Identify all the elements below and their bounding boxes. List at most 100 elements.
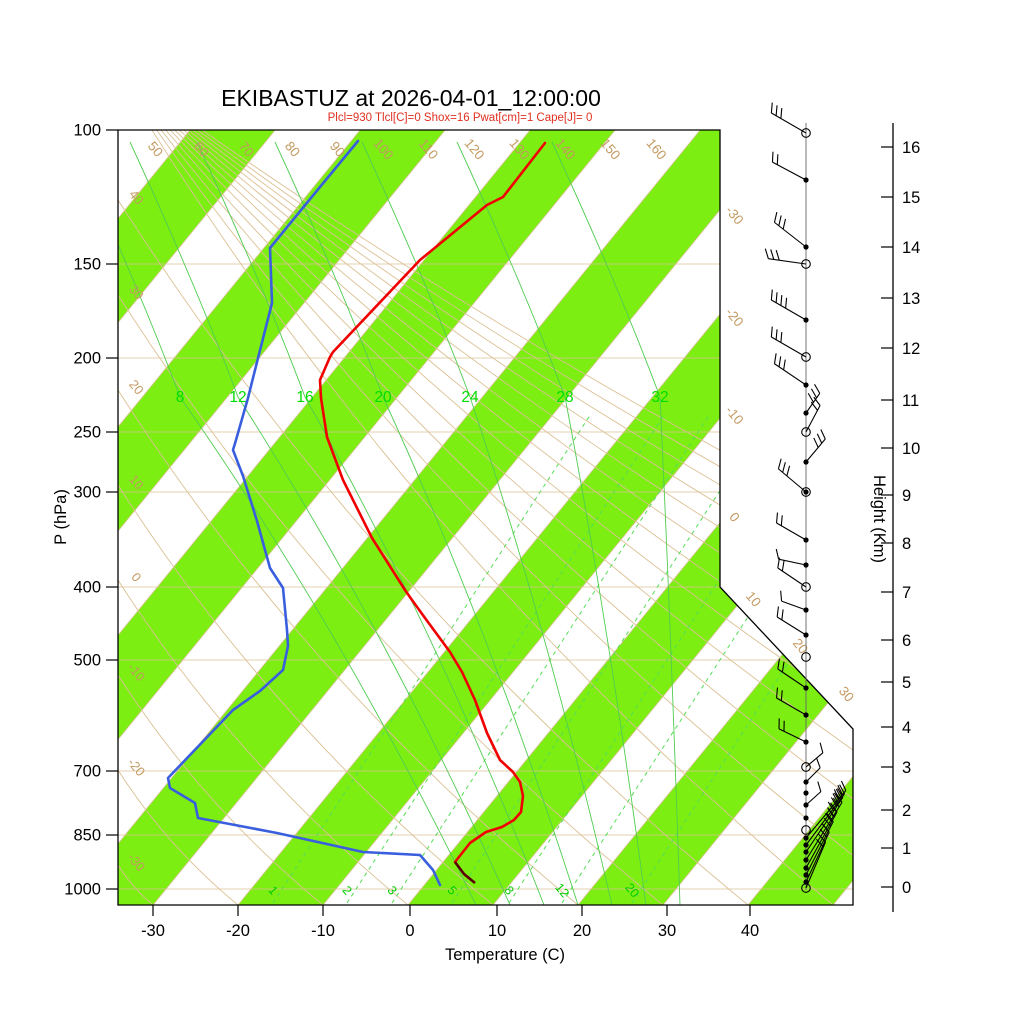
height-tick-label: 10 [902, 440, 920, 458]
temperature-curve-surface-segment [453, 861, 476, 885]
pressure-tick-label: 700 [73, 763, 101, 781]
temperature-tick-label: -10 [311, 922, 335, 940]
wind-barb-shaft [776, 522, 807, 541]
wind-level-circle [801, 128, 811, 138]
mixing-ratio-line [346, 414, 665, 904]
wind-level-circle [801, 352, 811, 362]
wind-barb-feather [764, 248, 769, 259]
wind-barb-feather [822, 823, 830, 833]
height-tick-label: 15 [902, 189, 920, 207]
dry-adiabat-line [178, 130, 853, 905]
height-tick-label: 13 [902, 290, 920, 308]
pressure-tick-label: 250 [73, 424, 101, 442]
wind-level-circle [801, 652, 811, 662]
wind-barb-shaft [768, 258, 807, 265]
wind-barb-feather [818, 833, 826, 843]
wind-barb-feather [830, 803, 838, 813]
isotherm-label: -30 [722, 203, 746, 228]
wind-barb-shaft [777, 668, 807, 689]
wind-level-circle [801, 762, 811, 772]
wind-barb-feather [810, 401, 818, 411]
dry-adiabat-line [118, 294, 664, 905]
wind-barb-feather [775, 329, 778, 340]
height-tick-label: 5 [902, 674, 911, 692]
pressure-tick-label: 400 [73, 579, 101, 597]
wind-level-dot [803, 815, 809, 821]
wind-barb-feather [817, 781, 822, 792]
wind-level-circle [801, 427, 811, 437]
dry-adiabat-line [118, 389, 579, 905]
wind-barb-feather [777, 458, 782, 470]
temperature-tick-label: 30 [658, 922, 676, 940]
moist-adiabat-line [118, 141, 477, 905]
height-tick-label: 12 [902, 340, 920, 358]
dry-adiabat-line [118, 864, 154, 905]
wind-barb-shaft [805, 831, 830, 883]
wind-barb-shaft [772, 161, 807, 181]
dry-adiabat-label: 50 [145, 139, 166, 160]
isotherm-stripe [550, 130, 853, 905]
wind-barb-feather [780, 590, 783, 602]
wind-barb-shaft [778, 468, 807, 493]
wind-barb-shaft [805, 791, 822, 806]
isotherm-stripe [118, 130, 810, 905]
height-axis-label: Height (Km) [870, 475, 888, 563]
wind-barb-feather [775, 250, 780, 261]
sounding-curves [166, 139, 547, 887]
moist-adiabat-line [274, 141, 579, 905]
wind-barb-feather [775, 548, 780, 560]
wind-barb-feather [830, 797, 838, 807]
mixing-ratio-line [391, 414, 710, 904]
wind-barb-feather [807, 392, 814, 403]
wind-barb-feather [823, 817, 832, 827]
moist-adiabat-line [456, 141, 647, 905]
wind-barb-feather [814, 383, 821, 394]
isotherm-line [118, 130, 317, 905]
isotherm-line [277, 130, 853, 905]
wind-barb-feather [781, 661, 785, 673]
dry-adiabat-label: 80 [282, 139, 303, 160]
height-tick-label: 4 [902, 719, 911, 737]
wind-barb-shaft [771, 112, 807, 134]
dry-adiabat-line [197, 130, 853, 905]
dry-adiabat-label: 20 [126, 377, 147, 398]
wind-barb-feather [825, 812, 833, 822]
wind-barb-feather [778, 356, 782, 367]
dry-adiabat-line [165, 130, 853, 905]
wind-barb-feather [776, 154, 779, 165]
wind-barb-shaft [776, 616, 807, 636]
wind-barb-shaft [805, 393, 821, 414]
dry-adiabat-line [201, 130, 853, 905]
dry-adiabat-line [174, 130, 853, 905]
dry-adiabat-line [118, 579, 409, 905]
wind-barb-feather [837, 784, 843, 795]
height-tick-label: 11 [902, 392, 919, 410]
wind-barb-feather [840, 780, 847, 791]
moist-adiabat-label: 16 [296, 389, 313, 406]
height-tick-label: 3 [902, 759, 911, 777]
temperature-tick-label: -20 [226, 922, 250, 940]
wind-barb-shaft [805, 821, 834, 876]
wind-barb-feather [780, 515, 783, 526]
wind-barb-feather [782, 218, 787, 230]
moist-adiabat-label: 20 [374, 389, 392, 406]
wind-barb-shaft [781, 600, 807, 611]
wind-barb-feather [815, 838, 824, 848]
wind-barb-feather [813, 396, 821, 406]
temperature-tick-label: -30 [141, 922, 165, 940]
pressure-axis-label: P (hPa) [52, 489, 70, 545]
isotherm-label: 0 [726, 509, 742, 524]
plot-border [117, 129, 854, 906]
wind-barb-feather [776, 606, 779, 618]
wind-barb-shaft [805, 767, 821, 783]
wind-barb-feather [839, 784, 846, 795]
wind-barb-feather [776, 512, 779, 524]
dry-adiabat-line [118, 484, 494, 905]
height-tick-label: 0 [902, 879, 911, 897]
moist-adiabat-label: 28 [556, 389, 573, 406]
sounding-indices-annotation: Plcl=930 Tlcl[C]=0 Shox=16 Pwat[cm]=1 Ca… [328, 112, 593, 124]
wind-barb-feather [832, 793, 839, 803]
wind-barb-shaft [805, 752, 824, 768]
